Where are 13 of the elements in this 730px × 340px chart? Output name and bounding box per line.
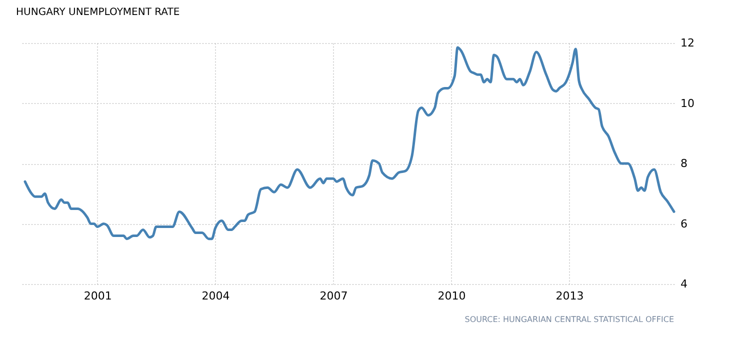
y-tick-label: 4 [680,278,688,290]
x-tick-label: 2001 [84,290,112,302]
y-tick-label: 10 [680,96,694,110]
chart-title: HUNGARY UNEMPLOYMENT RATE [16,7,180,18]
y-tick-label: 8 [680,157,688,170]
line-series [24,46,676,240]
x-tick-label: 2013 [556,290,584,302]
source-note: SOURCE: HUNGARIAN CENTRAL STATISTICAL OFFICE [464,315,674,324]
y-tick-label: 12 [680,36,694,50]
y-tick-label: 6 [680,217,688,230]
x-tick-label: 2010 [438,290,466,302]
x-tick-label: 2007 [320,290,348,302]
x-tick-label: 2004 [202,290,230,302]
